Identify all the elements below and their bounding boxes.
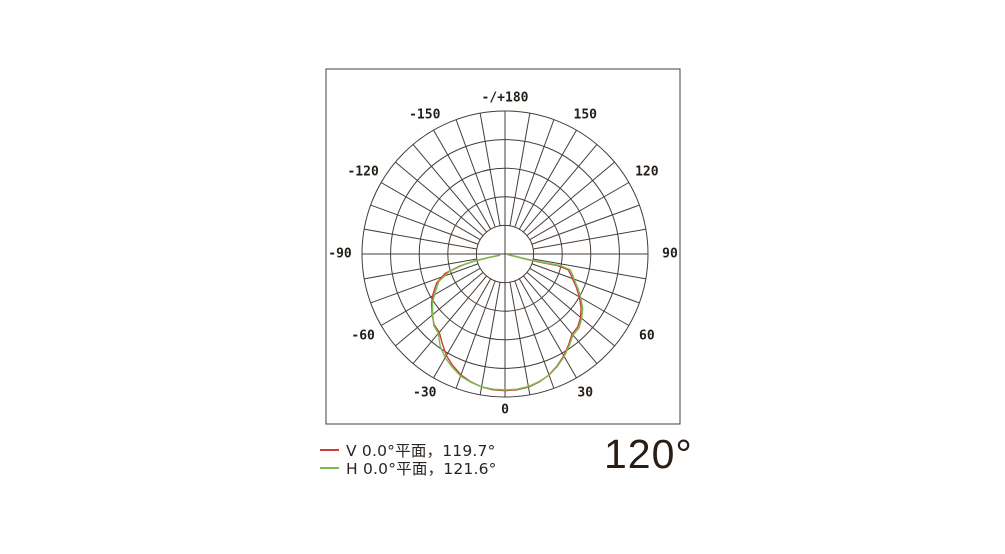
- angle-tick-label: 30: [577, 385, 593, 400]
- polar-spoke: [380, 267, 481, 326]
- polar-spoke: [518, 129, 577, 230]
- chart-legend: V 0.0°平面，119.7° H 0.0°平面，121.6°: [320, 441, 497, 478]
- polar-spoke: [509, 282, 531, 395]
- polar-spoke: [455, 119, 496, 228]
- polar-spoke: [531, 263, 640, 304]
- angle-tick-label: -30: [413, 385, 437, 400]
- polar-spoke: [526, 272, 615, 347]
- angle-tick-label: -90: [328, 247, 352, 262]
- angle-tick-label: -/+180: [482, 91, 529, 106]
- polar-spoke: [514, 280, 555, 389]
- polar-spoke: [523, 275, 598, 364]
- angle-tick-label: 0: [501, 403, 509, 418]
- chart-border: [325, 68, 681, 425]
- green-line-swatch-icon: [320, 467, 339, 469]
- polar-spoke: [518, 278, 577, 379]
- angle-tick-label: 150: [574, 108, 598, 123]
- legend-label-h-plane: H 0.0°平面，121.6°: [346, 460, 497, 478]
- polar-spoke: [364, 228, 477, 250]
- polar-spoke: [380, 182, 481, 241]
- angle-tick-label: -150: [409, 108, 440, 123]
- polar-spoke: [531, 204, 640, 245]
- polar-spoke: [412, 275, 487, 364]
- legend-item-h-plane: H 0.0°平面，121.6°: [320, 459, 497, 478]
- h-plane-curve: [431, 253, 584, 391]
- polar-spoke: [514, 119, 555, 228]
- angle-tick-label: 120: [635, 165, 659, 180]
- angle-tick-label: 60: [639, 328, 655, 343]
- polar-spoke: [523, 144, 598, 233]
- polar-spoke: [479, 282, 501, 395]
- polar-spoke: [370, 204, 479, 245]
- polar-spoke: [526, 161, 615, 236]
- angle-tick-label: 90: [662, 247, 678, 262]
- legend-item-v-plane: V 0.0°平面，119.7°: [320, 441, 497, 460]
- polar-spoke: [364, 258, 477, 280]
- polar-spoke: [433, 278, 492, 379]
- polar-spoke: [370, 263, 479, 304]
- red-line-swatch-icon: [320, 449, 339, 451]
- polar-spoke: [455, 280, 496, 389]
- polar-spoke: [433, 129, 492, 230]
- polar-spoke: [395, 272, 484, 347]
- polar-spoke: [533, 258, 646, 280]
- angle-tick-label: -120: [347, 165, 378, 180]
- beam-angle-value: 120°: [604, 431, 693, 477]
- polar-spoke: [533, 228, 646, 250]
- legend-label-v-plane: V 0.0°平面，119.7°: [346, 442, 496, 460]
- polar-spoke: [479, 113, 501, 226]
- polar-spoke: [509, 113, 531, 226]
- polar-spoke: [412, 144, 487, 233]
- polar-spoke: [395, 161, 484, 236]
- polar-spoke: [529, 182, 630, 241]
- angle-tick-label: -60: [351, 328, 375, 343]
